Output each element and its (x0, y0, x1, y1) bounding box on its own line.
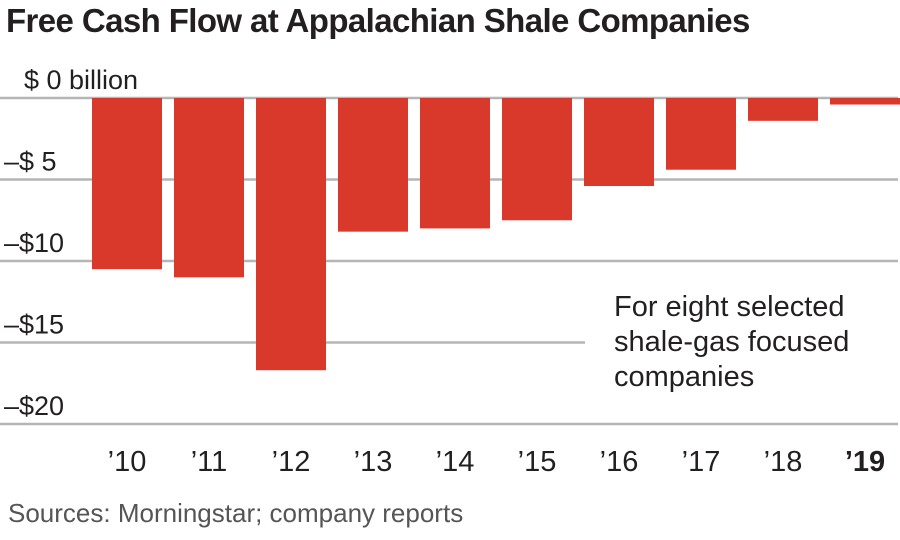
annotation-line: shale-gas focused (614, 326, 849, 358)
bar (256, 98, 326, 371)
y-tick-label: –$15 (4, 310, 64, 340)
bar (92, 98, 162, 270)
x-category-label: ’12 (272, 446, 311, 478)
bar (830, 98, 900, 105)
x-category-label: ’16 (600, 446, 639, 478)
bar (502, 98, 572, 221)
y-tick-label: –$20 (4, 391, 64, 421)
x-category-label: ’13 (354, 446, 393, 478)
bar (584, 98, 654, 187)
source-note: Sources: Morningstar; company reports (8, 498, 464, 528)
bars (92, 98, 900, 371)
bar (666, 98, 736, 170)
bar (174, 98, 244, 278)
chart-title: Free Cash Flow at Appalachian Shale Comp… (6, 2, 750, 39)
x-category-label: ’18 (764, 446, 803, 478)
annotation-line: companies (614, 361, 754, 393)
x-category-label: ’19 (845, 446, 885, 478)
x-category-label: ’11 (191, 446, 228, 478)
x-axis-categories: ’10 ’11 ’12 ’13 ’14 ’15 ’16 ’17 ’18 ’19 (108, 446, 886, 478)
y-tick-label: $ 0 billion (24, 65, 138, 95)
annotation-background (600, 286, 898, 406)
y-axis-ticks: $ 0 billion –$ 5 –$10 –$15 –$20 (4, 65, 138, 421)
bar (748, 98, 818, 121)
y-tick-label: –$10 (4, 228, 64, 258)
annotation-line: For eight selected (614, 291, 845, 323)
x-category-label: ’17 (682, 446, 721, 478)
x-category-label: ’14 (436, 446, 475, 478)
bar (338, 98, 408, 232)
x-category-label: ’15 (518, 446, 557, 478)
y-tick-label: –$ 5 (4, 147, 57, 177)
x-category-label: ’10 (108, 446, 147, 478)
bar (420, 98, 490, 229)
